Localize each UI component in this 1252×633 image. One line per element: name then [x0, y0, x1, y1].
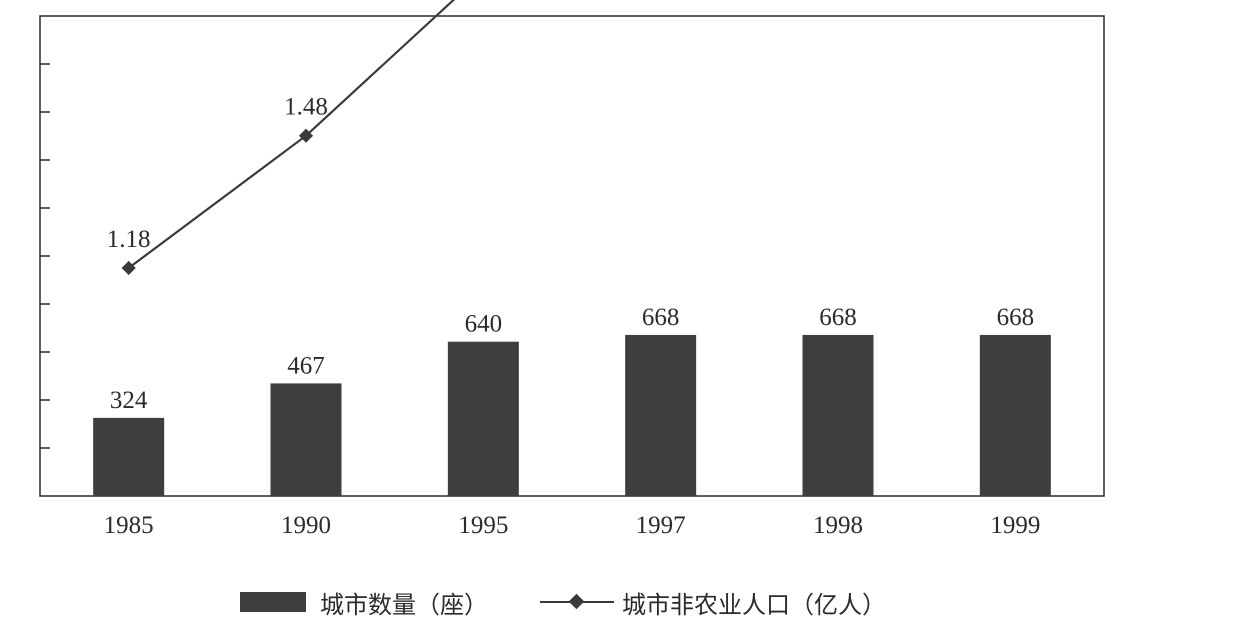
bar-series — [93, 334, 1051, 496]
bar-data-labels: 324 467 640 668 668 668 — [110, 304, 1034, 414]
y-axis-ticks — [40, 63, 50, 449]
x-tick-label-1995: 1995 — [458, 512, 508, 539]
bar-1995 — [447, 341, 519, 496]
legend-line-swatch — [540, 592, 614, 612]
legend-item-line: 城市非农业人口（亿人） — [540, 585, 886, 620]
line-series-path — [128, 0, 456, 269]
bar-value-label-1998: 668 — [819, 304, 857, 331]
bar-1985 — [93, 417, 165, 496]
legend-bar-label: 城市数量（座） — [320, 590, 488, 619]
bar-value-label-1985: 324 — [110, 387, 148, 414]
x-tick-label-1990: 1990 — [281, 512, 331, 539]
plot-frame — [39, 15, 1105, 497]
x-tick-label-1997: 1997 — [636, 512, 686, 539]
legend-line-label: 城市非农业人口（亿人） — [622, 590, 886, 619]
bar-value-label-1995: 640 — [465, 311, 503, 338]
legend-item-bar: 城市数量（座） — [240, 585, 488, 620]
x-tick-label-1998: 1998 — [813, 512, 863, 539]
legend-diamond-icon — [568, 593, 585, 610]
line-value-label-1985: 1.18 — [107, 226, 151, 253]
bar-1999 — [979, 334, 1051, 496]
bar-1990 — [270, 383, 342, 496]
bar-1997 — [625, 334, 697, 496]
line-markers — [121, 128, 314, 276]
bar-value-label-1999: 668 — [997, 304, 1035, 331]
legend-bar-swatch — [240, 592, 306, 612]
line-value-label-1990: 1.48 — [284, 94, 328, 121]
bar-value-label-1997: 668 — [642, 304, 680, 331]
line-data-labels: 1.181.481.851.951.992.02 — [107, 94, 328, 253]
line-point-1990 — [298, 128, 314, 143]
x-tick-label-1985: 1985 — [104, 512, 154, 539]
x-axis-tick-labels: 1985 1990 1995 1997 1998 1999 — [104, 512, 1041, 539]
bar-value-label-1990: 467 — [287, 352, 325, 379]
x-tick-label-1999: 1999 — [990, 512, 1040, 539]
bar-1998 — [802, 334, 874, 496]
legend: 城市数量（座） 城市非农业人口（亿人） — [240, 582, 886, 622]
